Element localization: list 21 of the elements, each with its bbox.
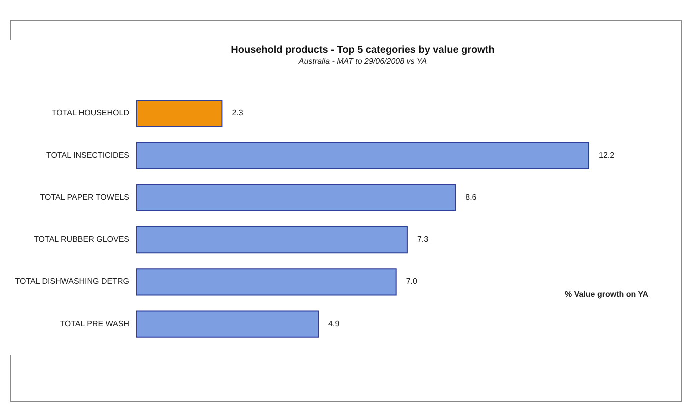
- chart-subtitle: Australia - MAT to 29/06/2008 vs YA: [298, 57, 428, 66]
- annotation: % Value growth on YA: [565, 290, 649, 299]
- y-tick-label: TOTAL DISHWASHING DETRG: [15, 277, 130, 286]
- y-tick-label: TOTAL PRE WASH: [60, 319, 130, 328]
- y-tick-label: TOTAL HOUSEHOLD: [52, 108, 130, 118]
- data-label: 4.9: [328, 319, 340, 328]
- data-label: 7.3: [417, 235, 430, 244]
- chart-title: Household products - Top 5 categories by value growth: [231, 45, 495, 56]
- data-label: 2.3: [232, 108, 244, 118]
- bar: [136, 310, 320, 338]
- y-tick-label: TOTAL RUBBER GLOVES: [34, 235, 130, 244]
- data-label: 7.0: [406, 277, 418, 286]
- data-label: 12.2: [599, 150, 616, 160]
- bar: [136, 142, 590, 170]
- bar: [136, 100, 223, 128]
- data-label: 8.6: [466, 192, 478, 202]
- y-tick-label: TOTAL PAPER TOWELS: [40, 192, 130, 202]
- bar: [136, 226, 408, 254]
- y-tick-label: TOTAL INSECTICIDES: [46, 150, 130, 160]
- bar: [136, 184, 456, 212]
- bar: [136, 268, 397, 296]
